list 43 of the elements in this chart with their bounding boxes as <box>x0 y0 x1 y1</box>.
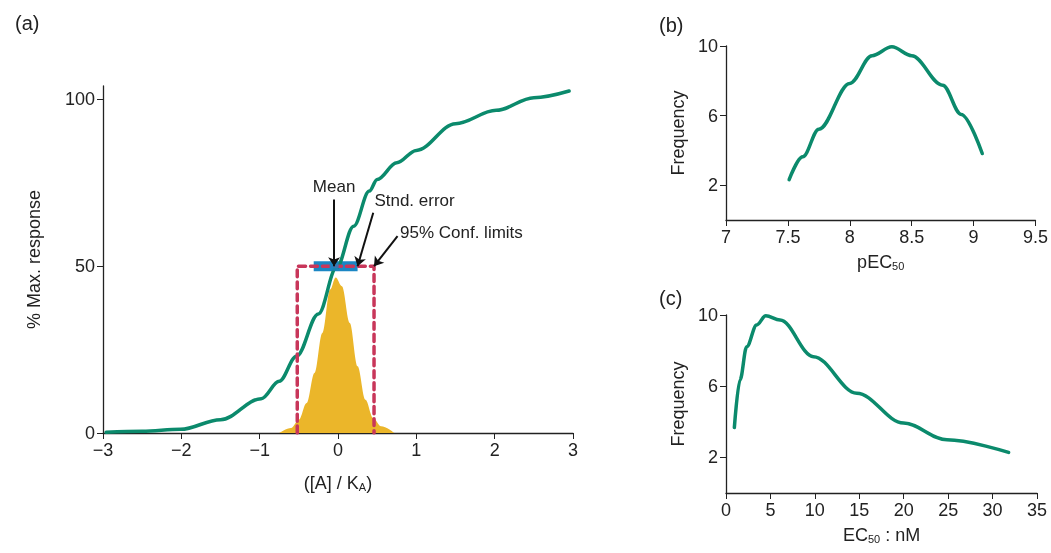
x-tick-label: 8 <box>844 227 855 247</box>
y-tick-label: 100 <box>64 89 95 110</box>
chart-title: (a) <box>15 12 40 34</box>
chart-title: (c) <box>659 287 683 309</box>
x-tick-label: 8.5 <box>899 227 925 247</box>
annotation: 95% Conf. limits <box>400 223 523 243</box>
x-tick-label: 1 <box>411 440 422 460</box>
y-tick-label: 10 <box>697 305 718 325</box>
x-tick-label: 9.5 <box>1022 227 1048 247</box>
x-tick-label: 15 <box>849 500 870 520</box>
x-tick-label: 25 <box>938 500 959 520</box>
x-tick-label: 5 <box>765 500 776 520</box>
chart-title: (b) <box>659 14 684 36</box>
line-series <box>787 45 985 182</box>
x-tick-label: −1 <box>249 440 270 460</box>
y-tick-label: 6 <box>707 105 718 126</box>
y-tick-label: 10 <box>697 36 718 56</box>
x-axis-title: ([A] / KA) <box>303 472 373 493</box>
line-series <box>732 313 1011 455</box>
x-tick-label: 35 <box>1026 500 1048 520</box>
x-tick-label: 0 <box>720 500 732 520</box>
x-tick-label: 9 <box>968 227 979 247</box>
annotation: Mean <box>312 177 356 197</box>
y-axis-title: % Max. response <box>24 189 44 330</box>
x-tick-label: −3 <box>92 440 114 460</box>
y-axis-title: Frequency <box>668 361 689 447</box>
x-tick-label: 3 <box>567 440 579 460</box>
y-tick-label: 6 <box>707 376 718 397</box>
x-tick-label: −2 <box>171 440 192 460</box>
y-tick-label: 0 <box>84 423 95 443</box>
y-axis-title: Frequency <box>668 90 689 176</box>
x-tick-label: 7.5 <box>775 227 801 247</box>
annotation: Stnd. error <box>374 190 456 210</box>
x-tick-label: 10 <box>804 500 825 520</box>
y-tick-label: 2 <box>707 175 718 196</box>
x-axis-title: pEC50 <box>857 251 905 272</box>
x-tick-label: 0 <box>332 440 344 460</box>
x-tick-label: 20 <box>893 500 914 520</box>
x-tick-label: 30 <box>982 500 1003 520</box>
x-axis-title: EC50 : nM <box>842 524 921 545</box>
y-tick-label: 50 <box>74 256 95 277</box>
x-tick-label: 2 <box>489 440 500 460</box>
x-tick-label: 7 <box>720 227 732 247</box>
